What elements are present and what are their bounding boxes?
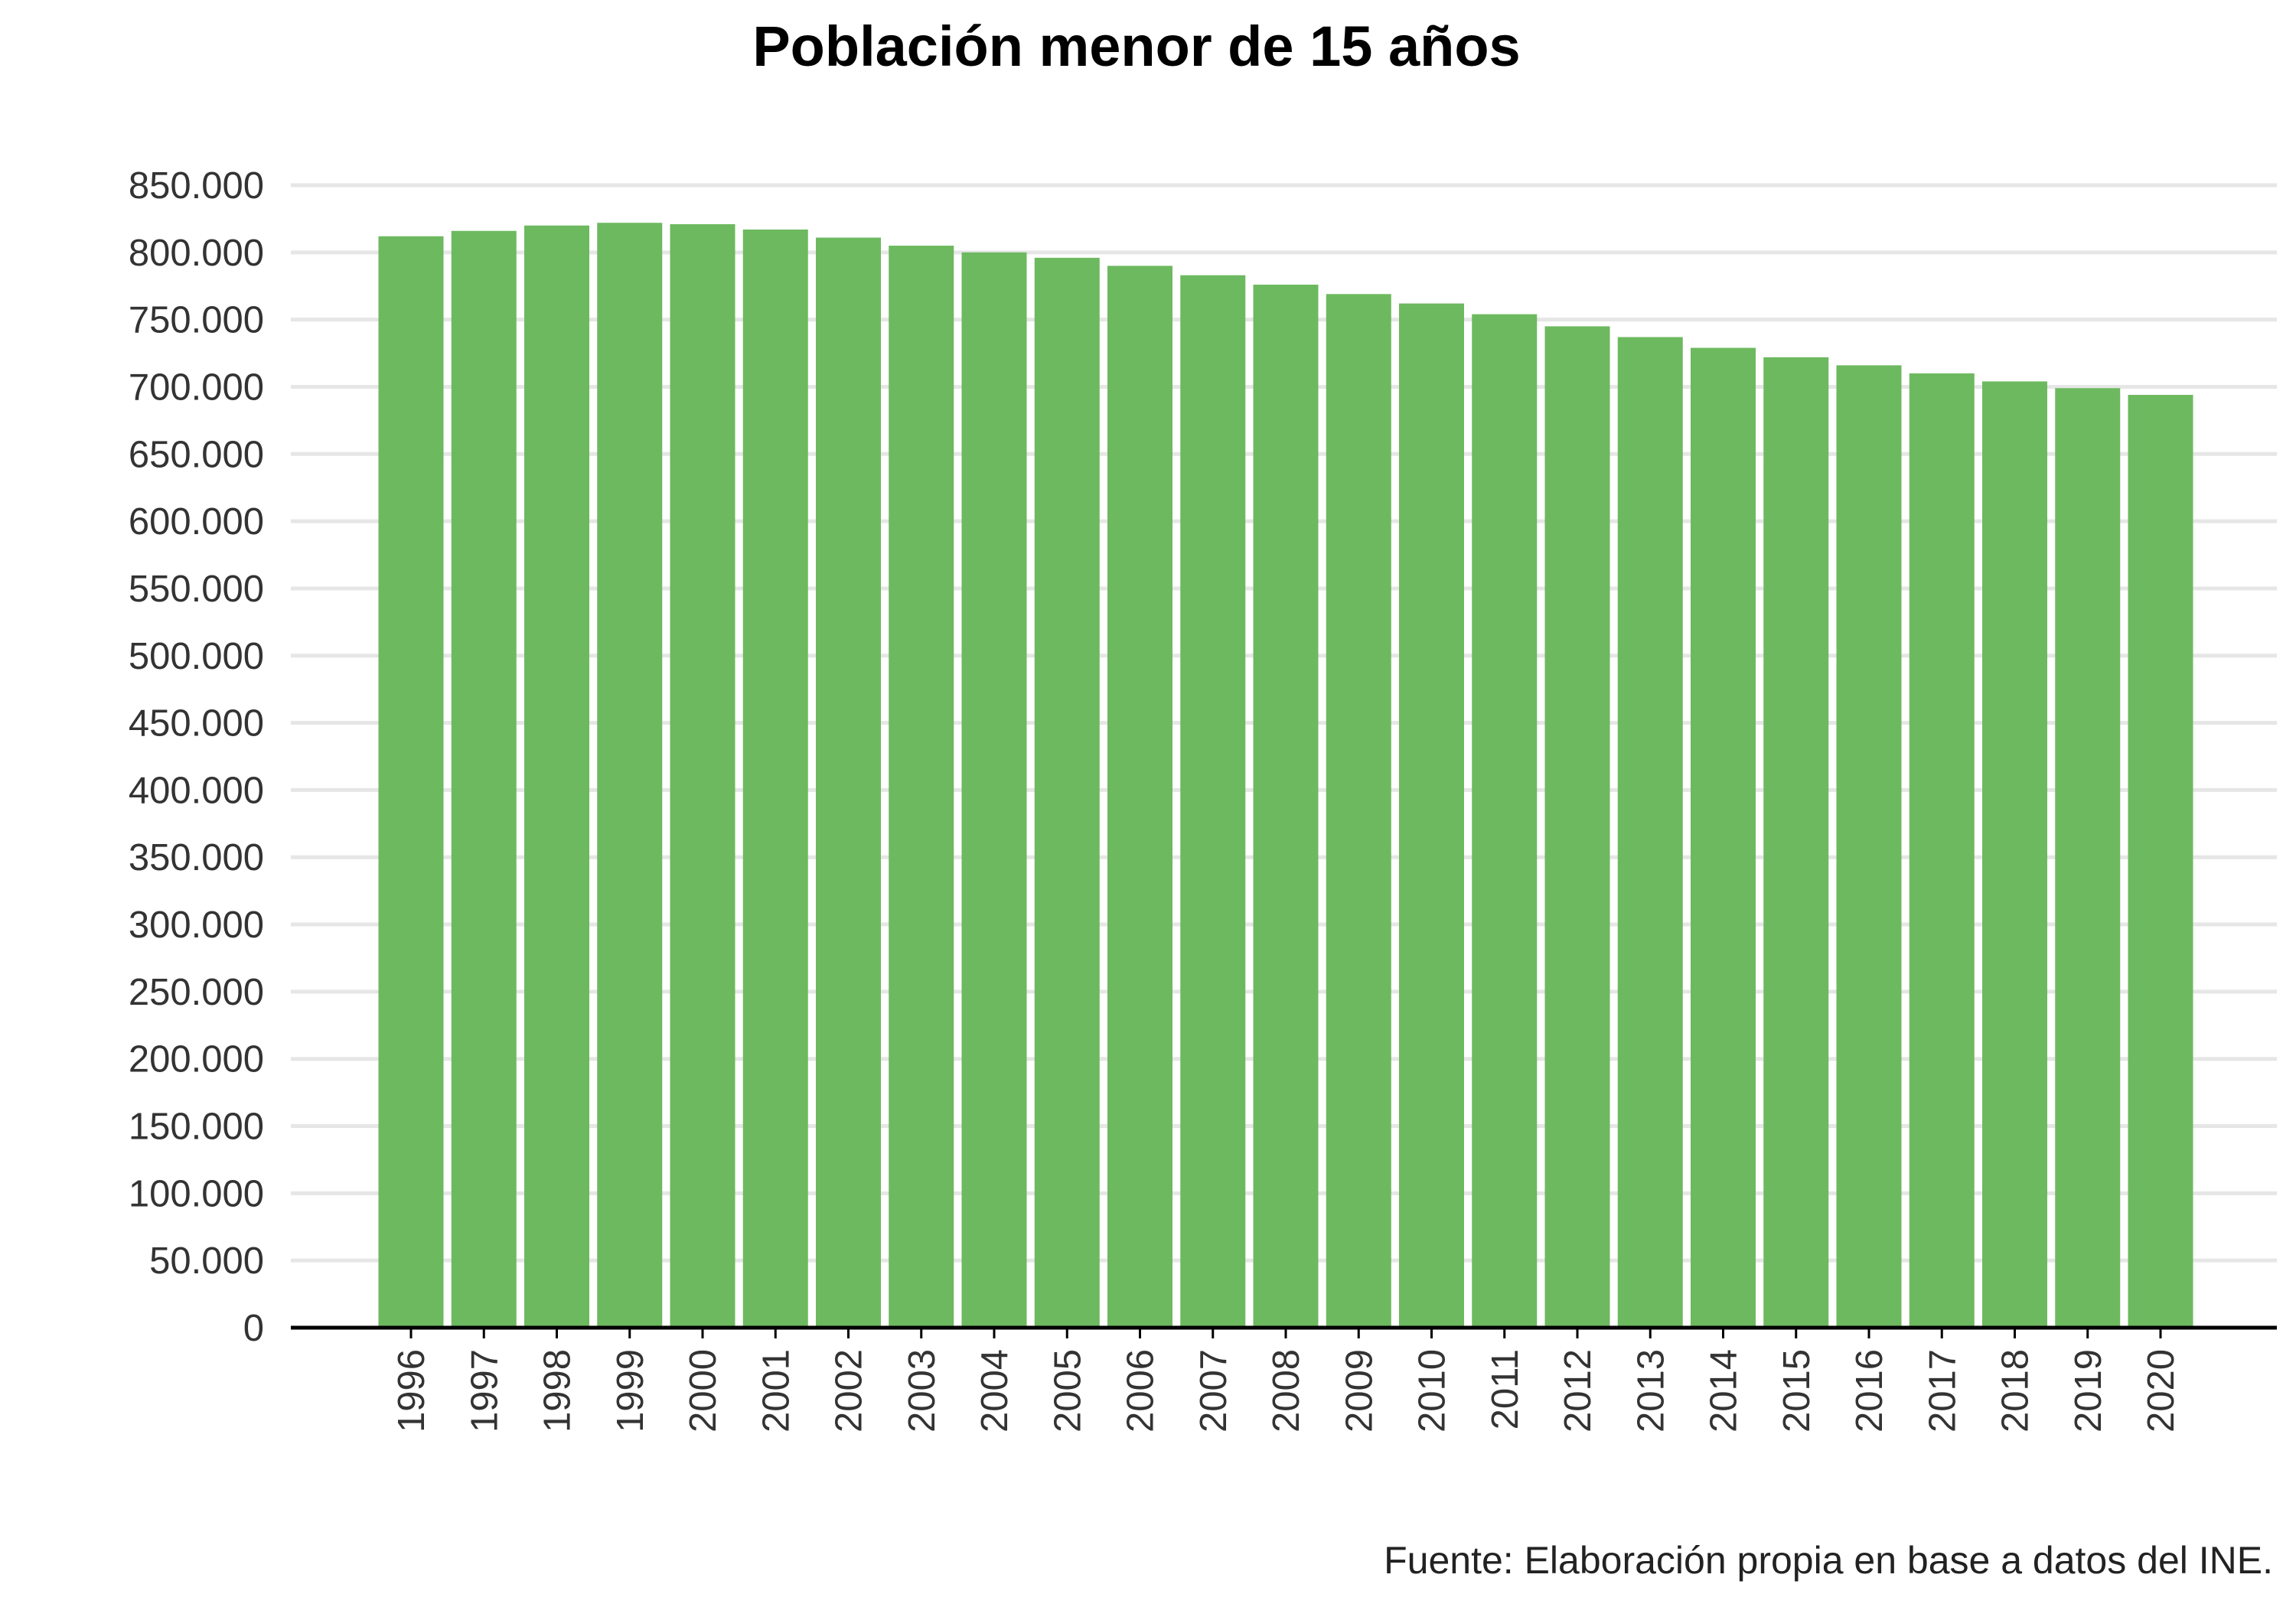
bars bbox=[378, 223, 2193, 1328]
bar-2009 bbox=[1326, 294, 1391, 1328]
chart-title: Población menor de 15 años bbox=[752, 15, 1521, 78]
x-tick-label: 2005 bbox=[1047, 1349, 1088, 1433]
y-tick-label: 550.000 bbox=[129, 569, 264, 610]
bar-1996 bbox=[378, 236, 444, 1328]
bar-2002 bbox=[816, 237, 881, 1328]
y-tick-label: 100.000 bbox=[129, 1173, 264, 1214]
y-tick-label: 250.000 bbox=[129, 972, 264, 1013]
source-note: Fuente: Elaboración propia en base a dat… bbox=[1384, 1539, 2273, 1582]
bar-2013 bbox=[1617, 337, 1683, 1328]
x-tick-label: 1998 bbox=[537, 1349, 579, 1433]
bar-2004 bbox=[961, 252, 1027, 1328]
bar-2007 bbox=[1180, 275, 1246, 1328]
bar-2008 bbox=[1253, 284, 1319, 1328]
x-tick-label: 2003 bbox=[902, 1349, 943, 1433]
y-tick-label: 200.000 bbox=[129, 1039, 264, 1081]
bar-2014 bbox=[1691, 347, 1756, 1328]
x-tick-label: 2013 bbox=[1630, 1349, 1671, 1433]
x-tick-label: 2006 bbox=[1120, 1349, 1162, 1433]
y-tick-label: 0 bbox=[243, 1308, 264, 1349]
x-axis-ticks: 1996 1997 1998 1999 2000 2001 2002 2003 2004 2005… bbox=[391, 1328, 2182, 1433]
x-tick-label: 2016 bbox=[1849, 1349, 1890, 1433]
y-tick-label: 850.000 bbox=[129, 165, 264, 207]
x-tick-label: 2015 bbox=[1776, 1349, 1818, 1433]
y-tick-label: 750.000 bbox=[129, 300, 264, 341]
x-tick-label: 2001 bbox=[755, 1349, 797, 1433]
y-tick-label: 800.000 bbox=[129, 233, 264, 274]
x-tick-label: 2002 bbox=[829, 1349, 870, 1433]
y-tick-label: 350.000 bbox=[129, 837, 264, 878]
x-tick-label: 2004 bbox=[974, 1349, 1016, 1433]
x-tick-label: 2011 bbox=[1485, 1349, 1526, 1429]
bar-2016 bbox=[1836, 365, 1902, 1328]
x-tick-label: 2020 bbox=[2141, 1349, 2182, 1433]
x-tick-label: 2000 bbox=[683, 1349, 724, 1433]
y-tick-label: 400.000 bbox=[129, 770, 264, 811]
bar-2012 bbox=[1544, 326, 1610, 1328]
bar-1997 bbox=[451, 230, 517, 1328]
y-tick-label: 500.000 bbox=[129, 636, 264, 677]
y-tick-label: 700.000 bbox=[129, 367, 264, 408]
x-tick-label: 2010 bbox=[1412, 1349, 1453, 1433]
x-tick-label: 2009 bbox=[1339, 1349, 1380, 1433]
x-tick-label: 1996 bbox=[391, 1349, 432, 1433]
bar-2005 bbox=[1034, 257, 1100, 1328]
x-tick-label: 2007 bbox=[1193, 1349, 1234, 1433]
y-axis-ticks: 0 50.000 100.000 150.000 200.000 250.000 300.0… bbox=[129, 165, 264, 1349]
bar-2000 bbox=[670, 223, 735, 1328]
bar-2003 bbox=[889, 246, 954, 1328]
bar-1999 bbox=[597, 223, 663, 1328]
bar-2019 bbox=[2055, 388, 2121, 1328]
bar-2020 bbox=[2128, 395, 2193, 1328]
y-tick-label: 600.000 bbox=[129, 501, 264, 543]
bar-2006 bbox=[1107, 266, 1172, 1328]
y-tick-label: 50.000 bbox=[149, 1240, 264, 1282]
y-tick-label: 450.000 bbox=[129, 703, 264, 745]
x-tick-label: 2017 bbox=[1922, 1349, 1963, 1433]
x-tick-label: 1997 bbox=[464, 1349, 505, 1433]
y-tick-label: 150.000 bbox=[129, 1107, 264, 1148]
x-tick-label: 2012 bbox=[1557, 1349, 1599, 1433]
bar-2010 bbox=[1399, 303, 1464, 1328]
bar-2018 bbox=[1982, 381, 2047, 1328]
bar-1998 bbox=[524, 225, 589, 1328]
y-tick-label: 300.000 bbox=[129, 905, 264, 946]
x-tick-label: 2019 bbox=[2068, 1349, 2109, 1433]
x-tick-label: 2014 bbox=[1704, 1349, 1745, 1433]
bar-2015 bbox=[1763, 357, 1829, 1328]
bar-2011 bbox=[1472, 314, 1538, 1328]
bar-2017 bbox=[1909, 373, 1975, 1328]
x-tick-label: 2018 bbox=[1995, 1349, 2037, 1433]
x-tick-label: 1999 bbox=[610, 1349, 651, 1433]
bar-2001 bbox=[742, 229, 808, 1328]
y-tick-label: 650.000 bbox=[129, 434, 264, 475]
x-tick-label: 2008 bbox=[1266, 1349, 1307, 1433]
